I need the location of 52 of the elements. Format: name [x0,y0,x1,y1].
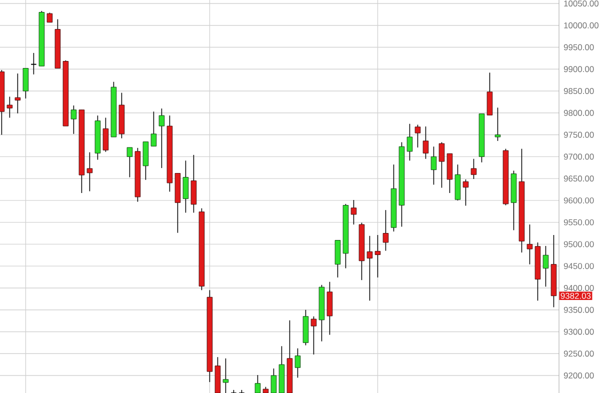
candlestick [30,52,37,75]
y-tick-label: 9550.00 [564,219,594,226]
y-tick-label: 9250.00 [564,350,594,357]
candlestick [350,200,357,225]
candlestick [438,142,445,188]
candlestick [430,146,437,186]
candlestick [294,348,301,378]
y-tick-label: 9600.00 [564,197,594,204]
candlestick [270,368,277,393]
candlestick [462,179,469,206]
candlestick [494,107,501,142]
candlestick [86,152,93,192]
candlestick [422,126,429,160]
candlestick [366,235,373,302]
candlestick [182,160,189,214]
candlestick [414,124,421,148]
candlestick [310,316,317,355]
y-tick-label: 10050.00 [564,0,599,6]
candlestick [470,158,477,180]
candlestick [70,105,77,134]
candlestick [374,234,381,278]
candlestick [6,96,13,118]
y-tick-label: 9500.00 [564,241,594,248]
text: 9382.03 [560,292,591,299]
y-tick-label: 9950.00 [564,44,594,50]
candlestick [22,68,29,99]
candlestick [14,73,21,114]
candlestick [526,224,533,265]
y-tick-label: 9900.00 [564,66,594,72]
y-tick-label: 9350.00 [564,306,594,313]
candlestick [222,358,229,393]
y-tick-label: 9300.00 [564,328,594,335]
y-tick-label: 9700.00 [564,154,594,160]
y-tick-label: 9650.00 [564,176,594,182]
y-tick-label: 9750.00 [564,132,594,138]
y-tick-label: 9200.00 [564,372,594,378]
y-tick-label: 9400.00 [564,284,594,291]
candlestick [382,210,389,252]
candlestick [158,108,165,168]
candlestick [190,154,197,214]
y-tick-label: 9850.00 [564,88,594,94]
candlestick [126,147,133,178]
candlestick [254,374,261,393]
candlestick [542,246,549,288]
candlestick [406,123,413,162]
candlestick [46,12,53,23]
y-tick-label: 10000.00 [564,22,599,28]
candlestick [486,72,493,116]
candlestick [150,111,157,147]
candlestick [102,117,109,152]
y-tick-label: 9450.00 [564,263,594,270]
y-tick-label: 9800.00 [564,110,594,116]
